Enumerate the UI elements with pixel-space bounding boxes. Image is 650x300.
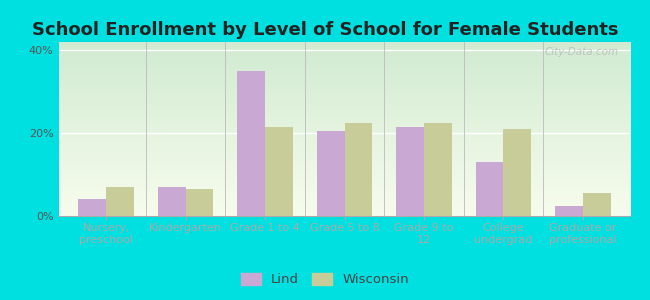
Bar bbox=[317, 131, 345, 216]
Text: School Enrollment by Level of School for Female Students: School Enrollment by Level of School for… bbox=[32, 21, 618, 39]
Bar bbox=[476, 162, 503, 216]
Bar bbox=[396, 127, 424, 216]
Bar bbox=[79, 200, 106, 216]
Bar bbox=[503, 129, 531, 216]
Bar bbox=[106, 187, 134, 216]
Text: City-Data.com: City-Data.com bbox=[545, 47, 619, 57]
Bar bbox=[555, 206, 583, 216]
Bar bbox=[424, 123, 452, 216]
Bar bbox=[344, 123, 372, 216]
Bar bbox=[265, 127, 293, 216]
Legend: Lind, Wisconsin: Lind, Wisconsin bbox=[237, 269, 413, 290]
Bar bbox=[158, 187, 186, 216]
Bar bbox=[186, 189, 213, 216]
Bar bbox=[583, 193, 610, 216]
Bar bbox=[237, 71, 265, 216]
